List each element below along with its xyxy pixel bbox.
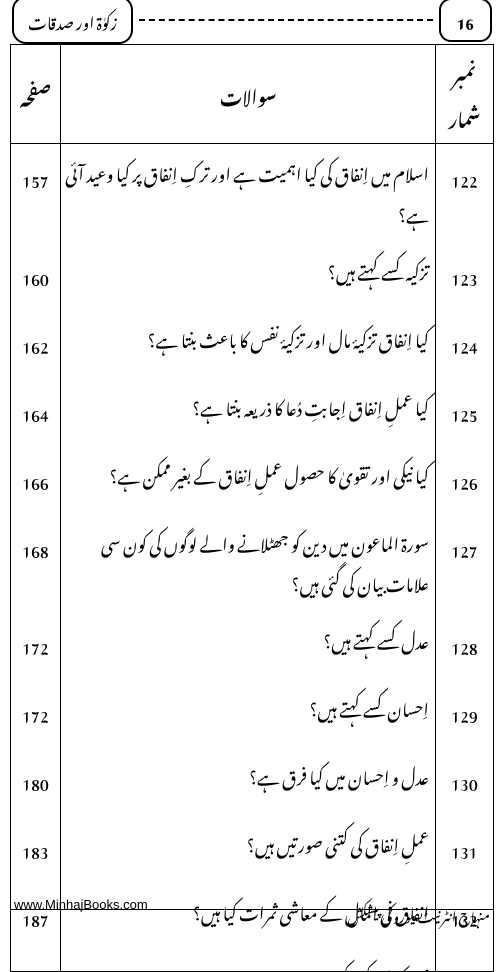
table-row: 123تزکیہ کسے کہتے ہیں؟160	[11, 242, 493, 310]
row-number: 131	[435, 815, 493, 883]
row-number: 122	[435, 144, 493, 242]
row-number: 129	[435, 679, 493, 747]
row-number: 125	[435, 378, 493, 446]
table-row: 122اسلام میں اِنفاق کی کیا اہمیت ہے اور …	[11, 144, 493, 242]
page-header: 16 زکوٰۃ اور صدقات	[0, 0, 504, 40]
row-question: تزکیہ کسے کہتے ہیں؟	[61, 242, 435, 310]
row-page: 183	[11, 815, 61, 883]
row-question: کیا اِنفاق تزکیۂ مال اور تزکیۂ نفس کا با…	[61, 310, 435, 378]
row-number: 130	[435, 747, 493, 815]
row-page: 172	[11, 679, 61, 747]
questions-table: نمبر شمار سوالات صفحہ	[10, 44, 494, 144]
row-number: 123	[435, 242, 493, 310]
row-question: کیا نیکی اور تقویٰ کا حصول عملِ اِنفاق ک…	[61, 446, 435, 514]
row-page: 180	[11, 747, 61, 815]
row-question: عملِ اِنفاق کی کتنی صورتیں ہیں؟	[61, 815, 435, 883]
row-question: کیا عملِ اِنفاق اِجابتِ دُعا کا ذریعہ بن…	[61, 378, 435, 446]
table-row: 124کیا اِنفاق تزکیۂ مال اور تزکیۂ نفس کا…	[11, 310, 493, 378]
row-number: 127	[435, 514, 493, 612]
row-number: 124	[435, 310, 493, 378]
row-number: 133	[435, 951, 493, 972]
row-page: 172	[11, 611, 61, 679]
table-row: 133نمونۂ کمال کسے کہتے ہیں؟189	[11, 951, 493, 972]
row-question: سورۃ الماعون میں دین کو جھٹلانے والے لوگ…	[61, 514, 435, 612]
chapter-title-badge: زکوٰۃ اور صدقات	[12, 0, 133, 44]
table-row: 127سورۃ الماعون میں دین کو جھٹلانے والے …	[11, 514, 493, 612]
row-question: نمونۂ کمال کسے کہتے ہیں؟	[61, 951, 435, 972]
row-page: 164	[11, 378, 61, 446]
row-number: 126	[435, 446, 493, 514]
header-number: نمبر شمار	[436, 45, 494, 144]
page-number-badge: 16	[439, 0, 492, 42]
row-number: 128	[435, 611, 493, 679]
row-question: عدل و اِحسان میں کیا فرق ہے؟	[61, 747, 435, 815]
header-question: سوالات	[61, 45, 436, 144]
header-divider	[139, 19, 433, 21]
table-row: 130عدل و اِحسان میں کیا فرق ہے؟180	[11, 747, 493, 815]
table-row: 131عملِ اِنفاق کی کتنی صورتیں ہیں؟183	[11, 815, 493, 883]
row-page: 160	[11, 242, 61, 310]
row-question: عدل کسے کہتے ہیں؟	[61, 611, 435, 679]
footer-url: www.MinhajBooks.com	[14, 897, 148, 932]
row-question: اِحسان کسے کہتے ہیں؟	[61, 679, 435, 747]
table-row: 126کیا نیکی اور تقویٰ کا حصول عملِ اِنفا…	[11, 446, 493, 514]
table-header-row: نمبر شمار سوالات صفحہ	[11, 45, 494, 144]
table-row: 125کیا عملِ اِنفاق اِجابتِ دُعا کا ذریعہ…	[11, 378, 493, 446]
page-footer: منہاج انٹرنیٹ بیورو کی پیشکش www.MinhajB…	[0, 897, 504, 932]
row-page: 162	[11, 310, 61, 378]
table-row: 128عدل کسے کہتے ہیں؟172	[11, 611, 493, 679]
row-page: 157	[11, 144, 61, 242]
row-page: 168	[11, 514, 61, 612]
table-row: 129اِحسان کسے کہتے ہیں؟172	[11, 679, 493, 747]
row-page: 166	[11, 446, 61, 514]
footer-publisher: منہاج انٹرنیٹ بیورو کی پیشکش	[348, 897, 490, 932]
header-page: صفحہ	[11, 45, 61, 144]
row-question: اسلام میں اِنفاق کی کیا اہمیت ہے اور ترک…	[61, 144, 435, 242]
table-body: 122اسلام میں اِنفاق کی کیا اہمیت ہے اور …	[10, 144, 494, 972]
row-page: 189	[11, 951, 61, 972]
